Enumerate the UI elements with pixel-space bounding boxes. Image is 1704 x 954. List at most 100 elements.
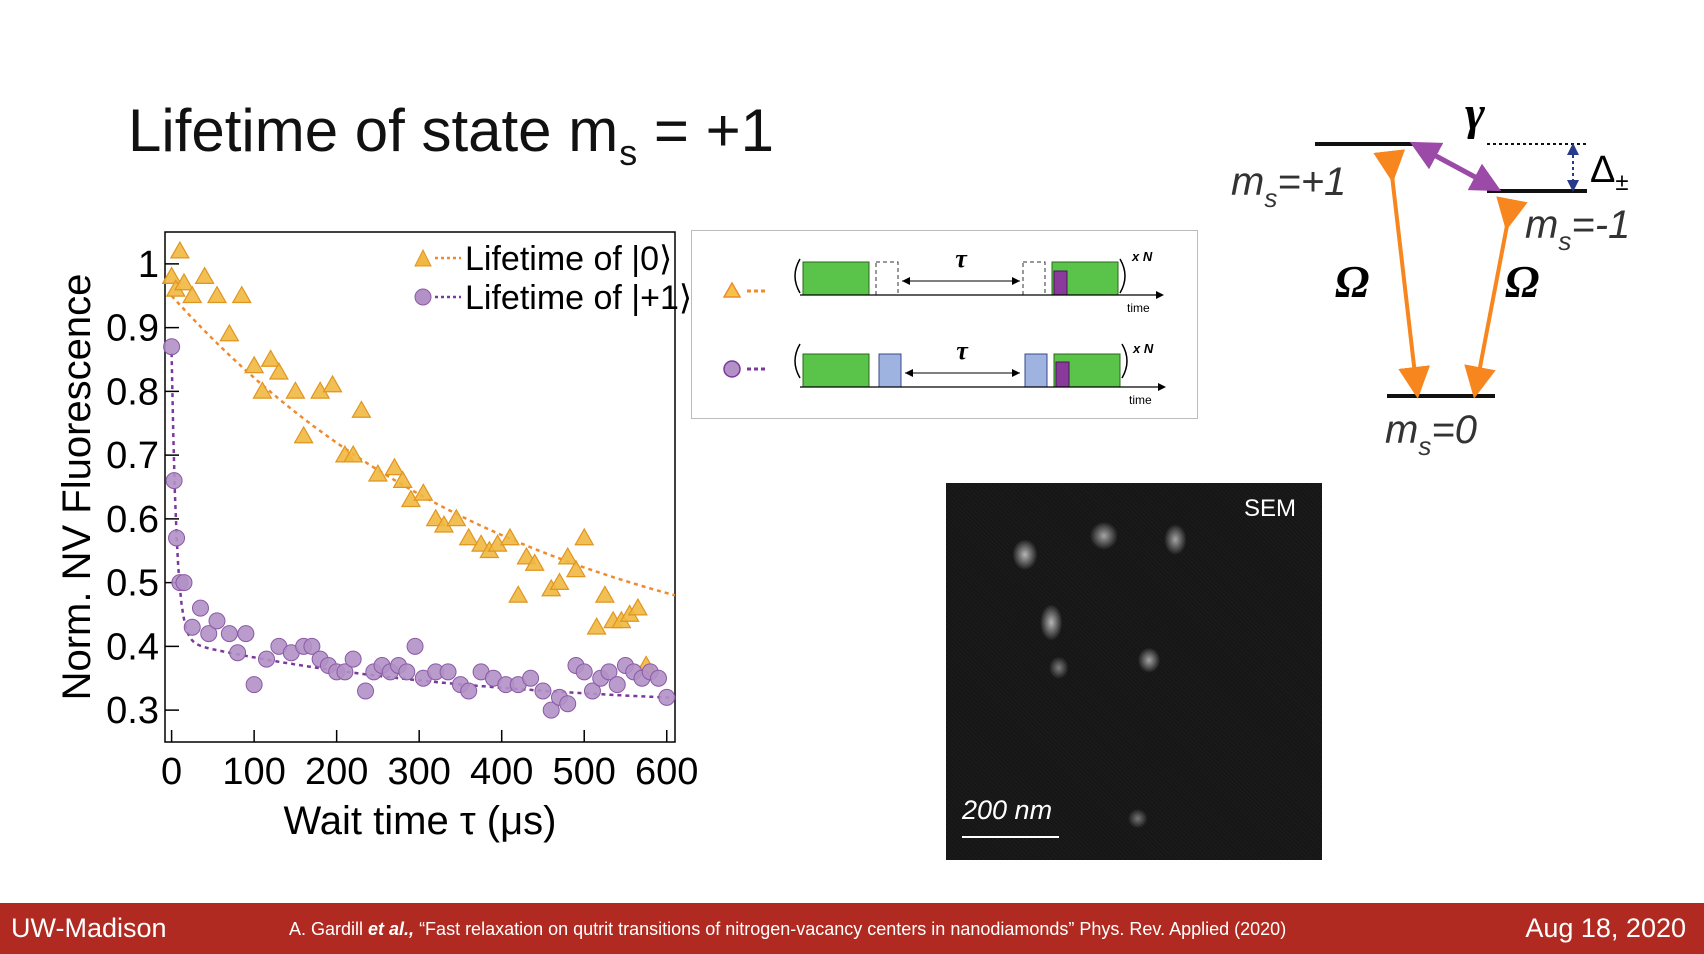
omega-label-left: Ω <box>1335 256 1369 307</box>
x-tick-label: 200 <box>305 751 368 793</box>
data-point-plus-one <box>357 682 375 700</box>
data-point-plus-one <box>245 676 263 694</box>
x-tick-label: 100 <box>222 751 285 793</box>
x-tick-label: 0 <box>161 751 182 793</box>
data-point-plus-one <box>439 663 457 681</box>
fit-curve-zero <box>170 294 676 597</box>
y-tick-label: 0.6 <box>106 499 159 541</box>
data-point-zero <box>574 527 595 546</box>
tau-label: τ <box>955 244 968 273</box>
citation-etal: et al., <box>368 919 415 939</box>
x-tick-label: 500 <box>553 751 616 793</box>
bracket-close <box>1119 258 1126 294</box>
tau-arrowhead-right <box>1012 369 1020 377</box>
green-laser-pulse <box>802 353 870 388</box>
title-suffix: = +1 <box>637 97 774 164</box>
data-point-zero <box>293 425 314 444</box>
legend-label-zero: Lifetime of |0⟩ <box>465 240 672 278</box>
slide-title: Lifetime of state ms = +1 <box>128 96 774 174</box>
data-point-plus-one <box>191 599 209 617</box>
citation-authors: A. Gardill <box>289 919 369 939</box>
data-point-zero <box>182 285 203 304</box>
repeat-label: x N <box>1131 249 1153 264</box>
y-tick-label: 1 <box>138 244 159 286</box>
data-point-zero <box>285 381 306 399</box>
scale-bar <box>962 836 1059 838</box>
data-point-plus-one <box>608 676 626 694</box>
data-point-plus-one <box>406 637 424 655</box>
data-point-plus-one <box>344 650 362 668</box>
data-point-zero <box>351 400 372 418</box>
data-point-zero <box>206 285 228 304</box>
data-point-zero <box>169 240 190 259</box>
data-point-zero <box>244 355 265 374</box>
bracket-open <box>794 343 801 379</box>
gamma-arrow <box>1409 141 1502 192</box>
y-tick-label: 0.8 <box>106 371 159 413</box>
energy-level-diagram: γ Ω Ω Δ± ms=+1 ms=-1 ms=0 <box>1231 87 1630 461</box>
label-ms-zero: ms=0 <box>1385 408 1477 461</box>
pulse-sequence-diagram: τ x N time τ x N <box>691 230 1198 419</box>
data-point-plus-one <box>175 574 193 592</box>
data-point-zero <box>508 585 529 603</box>
readout-pulse <box>1053 270 1068 296</box>
gamma-label: γ <box>1465 87 1485 140</box>
data-point-plus-one <box>303 637 321 655</box>
data-point-zero <box>499 527 520 546</box>
data-point-zero <box>343 444 364 463</box>
data-point-plus-one <box>237 625 255 643</box>
institution-label: UW-Madison <box>11 913 167 943</box>
data-point-plus-one <box>583 682 601 700</box>
data-point-plus-one <box>258 650 276 668</box>
y-tick-label: 0.5 <box>106 563 159 605</box>
delta-label: Δ± <box>1590 149 1629 196</box>
data-point-plus-one <box>649 669 667 687</box>
data-point-zero <box>161 266 182 284</box>
data-point-zero <box>384 457 405 476</box>
time-arrowhead <box>1156 291 1164 299</box>
x-axis-label: Wait time τ (μs) <box>284 799 557 843</box>
circle-marker-icon <box>723 360 741 378</box>
data-point-plus-one <box>559 695 577 713</box>
data-point-zero <box>252 381 273 399</box>
data-point-zero <box>413 483 434 501</box>
legend-label-plus-one: Lifetime of |+1⟩ <box>465 279 692 317</box>
y-tick-label: 0.3 <box>106 690 159 732</box>
plot-frame <box>164 231 676 743</box>
omega-arrow-minus <box>1464 196 1528 399</box>
fit-curve-plus-one <box>170 353 676 700</box>
data-point-zero <box>524 553 545 571</box>
microwave-pi-pulse <box>1024 353 1048 388</box>
sequence-row-plus-one: τ x N time <box>723 336 1166 407</box>
y-tick-label: 0.7 <box>106 435 159 477</box>
data-point-plus-one <box>542 701 560 719</box>
microwave-pi-pulse <box>878 353 902 388</box>
tau-arrowhead-right <box>1012 277 1020 285</box>
data-point-zero <box>268 362 289 380</box>
data-point-zero <box>557 546 578 565</box>
data-point-plus-one <box>165 472 183 490</box>
data-point-zero <box>219 323 240 342</box>
title-subscript: s <box>619 132 638 173</box>
x-tick-label: 600 <box>635 751 698 793</box>
y-tick-label: 0.4 <box>106 626 159 668</box>
x-tick-label: 300 <box>387 751 450 793</box>
label-ms-plus-one: ms=+1 <box>1231 160 1346 213</box>
footer-bar: UW-Madison A. Gardill et al., “Fast rela… <box>0 903 1704 954</box>
data-point-zero <box>549 572 570 590</box>
data-point-plus-one <box>460 682 478 700</box>
x-tick-label: 400 <box>470 751 533 793</box>
omega-label-right: Ω <box>1505 256 1539 307</box>
data-point-plus-one <box>208 612 226 630</box>
data-point-plus-one <box>336 663 354 681</box>
bracket-close <box>1121 343 1128 379</box>
data-point-zero <box>392 470 413 488</box>
y-tick-label: 0.9 <box>106 308 159 350</box>
sem-tag: SEM <box>1243 495 1296 522</box>
data-point-zero <box>194 266 215 284</box>
date-label: Aug 18, 2020 <box>1525 913 1686 943</box>
tau-label: τ <box>956 336 969 365</box>
data-point-plus-one <box>183 618 201 636</box>
tau-arrowhead-left <box>905 369 913 377</box>
citation: A. Gardill et al., “Fast relaxation on q… <box>289 919 1286 940</box>
